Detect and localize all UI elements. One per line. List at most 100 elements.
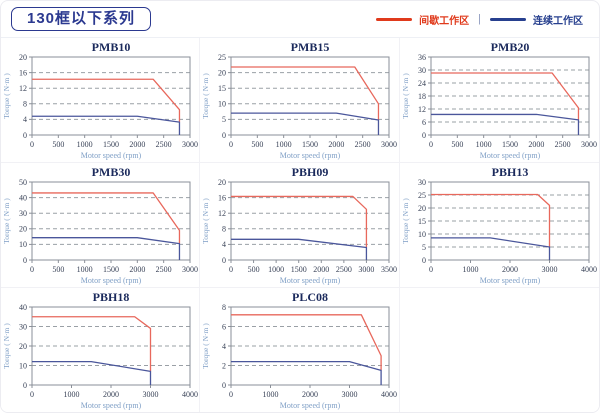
svg-text:PMB10: PMB10 [92, 40, 131, 54]
svg-text:3000: 3000 [182, 140, 198, 149]
svg-text:1000: 1000 [263, 390, 279, 399]
svg-text:2000: 2000 [502, 265, 518, 274]
svg-text:1000: 1000 [476, 140, 492, 149]
svg-text:0: 0 [23, 381, 27, 390]
svg-text:0: 0 [422, 130, 426, 139]
svg-text:Torque ( N·m ): Torque ( N·m ) [2, 197, 11, 243]
svg-text:2000: 2000 [329, 140, 345, 149]
chart-pmb30: PMB30 0 10 20 30 40 50 0 500 1000 1500 2000 2500 3000… [1, 163, 201, 288]
svg-text:Motor speed (rpm): Motor speed (rpm) [280, 401, 341, 410]
legend-separator: | [478, 13, 481, 25]
svg-text:30: 30 [418, 177, 426, 186]
svg-text:PMB20: PMB20 [491, 40, 530, 54]
svg-text:3500: 3500 [381, 265, 397, 274]
svg-text:2000: 2000 [302, 390, 318, 399]
svg-text:25: 25 [218, 52, 226, 61]
svg-text:12: 12 [418, 104, 426, 113]
svg-text:36: 36 [418, 52, 426, 61]
svg-text:1500: 1500 [103, 265, 119, 274]
svg-text:6: 6 [222, 322, 226, 331]
svg-text:PMB30: PMB30 [92, 165, 131, 179]
svg-text:3000: 3000 [359, 265, 375, 274]
svg-text:24: 24 [418, 78, 426, 87]
svg-text:4000: 4000 [381, 390, 397, 399]
svg-text:3000: 3000 [342, 390, 358, 399]
svg-text:30: 30 [19, 209, 27, 218]
svg-text:3000: 3000 [182, 265, 198, 274]
svg-text:10: 10 [19, 361, 27, 370]
svg-text:15: 15 [418, 216, 426, 225]
chart-svg-pmb10: PMB10 0 4 8 12 16 20 0 500 1000 1500 2000 2500 3000 Mo… [2, 40, 198, 160]
svg-text:8: 8 [222, 224, 226, 233]
svg-text:0: 0 [429, 265, 433, 274]
chart-svg-pbh13: PBH13 0 5 10 15 20 25 30 0 1000 2000 3000 4000 Motor … [401, 165, 597, 285]
svg-text:5: 5 [422, 242, 426, 251]
svg-text:16: 16 [19, 68, 27, 77]
svg-text:20: 20 [218, 68, 226, 77]
legend: 间歇工作区 | 连续工作区 [376, 12, 583, 27]
svg-text:12: 12 [218, 209, 226, 218]
svg-text:500: 500 [452, 140, 464, 149]
svg-text:1000: 1000 [77, 265, 93, 274]
legend-label-intermittent: 间歇工作区 [419, 15, 470, 27]
svg-text:Motor speed (rpm): Motor speed (rpm) [480, 276, 541, 285]
svg-text:PBH13: PBH13 [492, 165, 529, 179]
svg-text:2000: 2000 [103, 390, 119, 399]
svg-text:25: 25 [418, 190, 426, 199]
panel-header: 130框以下系列 间歇工作区 | 连续工作区 [1, 1, 599, 38]
chart-svg-plc08: PLC08 0 2 4 6 8 0 1000 2000 3000 4000 Motor speed (… [201, 290, 397, 410]
svg-text:0: 0 [222, 255, 226, 264]
svg-text:Torque ( N·m ): Torque ( N·m ) [2, 72, 11, 118]
svg-text:PBH18: PBH18 [93, 290, 130, 304]
svg-text:4000: 4000 [182, 390, 198, 399]
svg-text:0: 0 [30, 140, 34, 149]
svg-text:Motor speed (rpm): Motor speed (rpm) [81, 401, 142, 410]
chart-svg-pmb20: PMB20 0 6 12 18 24 30 36 0 500 1000 1500 2000 2500 300… [401, 40, 597, 160]
chart-pbh09: PBH09 0 4 8 12 16 20 0 500 1000 1500 2000 2500 3000 35… [200, 163, 400, 288]
svg-text:30: 30 [19, 322, 27, 331]
chart-pmb10: PMB10 0 4 8 12 16 20 0 500 1000 1500 2000 2500 3000 Mo… [1, 38, 201, 163]
svg-text:30: 30 [418, 65, 426, 74]
svg-text:500: 500 [252, 140, 264, 149]
svg-text:1500: 1500 [502, 140, 518, 149]
svg-text:0: 0 [23, 255, 27, 264]
series-title-badge: 130框以下系列 [11, 7, 152, 31]
svg-text:3000: 3000 [581, 140, 597, 149]
legend-item-continuous: 连续工作区 [490, 12, 583, 27]
legend-label-continuous: 连续工作区 [533, 15, 583, 27]
svg-text:PMB15: PMB15 [291, 40, 330, 54]
svg-text:3000: 3000 [381, 140, 397, 149]
svg-text:6: 6 [422, 117, 426, 126]
svg-text:2500: 2500 [336, 265, 352, 274]
svg-text:1500: 1500 [302, 140, 318, 149]
svg-text:0: 0 [222, 381, 226, 390]
svg-text:10: 10 [418, 229, 426, 238]
svg-text:16: 16 [218, 193, 226, 202]
svg-text:1000: 1000 [269, 265, 285, 274]
svg-text:0: 0 [229, 390, 233, 399]
svg-text:Motor speed (rpm): Motor speed (rpm) [280, 151, 341, 160]
svg-text:3000: 3000 [542, 265, 558, 274]
svg-text:1500: 1500 [291, 265, 307, 274]
svg-text:2000: 2000 [129, 140, 145, 149]
svg-text:PLC08: PLC08 [292, 290, 328, 304]
svg-text:8: 8 [23, 99, 27, 108]
chart-pbh13: PBH13 0 5 10 15 20 25 30 0 1000 2000 3000 4000 Motor … [399, 163, 599, 288]
svg-text:1500: 1500 [103, 140, 119, 149]
svg-text:2000: 2000 [129, 265, 145, 274]
svg-text:Torque ( N·m ): Torque ( N·m ) [201, 323, 210, 369]
svg-text:Motor speed (rpm): Motor speed (rpm) [81, 276, 142, 285]
svg-text:0: 0 [30, 265, 34, 274]
continuous-line-swatch-icon [490, 17, 526, 21]
svg-text:Motor speed (rpm): Motor speed (rpm) [81, 151, 142, 160]
chart-plc08: PLC08 0 2 4 6 8 0 1000 2000 3000 4000 Motor speed (… [200, 288, 400, 412]
svg-text:10: 10 [218, 99, 226, 108]
empty-cell [399, 288, 599, 412]
chart-pmb15: PMB15 0 5 10 15 20 25 0 500 1000 1500 2000 2500 3000 M… [200, 38, 400, 163]
svg-text:4: 4 [23, 115, 27, 124]
svg-text:Motor speed (rpm): Motor speed (rpm) [480, 151, 541, 160]
chart-svg-pbh18: PBH18 0 10 20 30 40 0 1000 2000 3000 4000 Motor spe… [2, 290, 198, 410]
svg-text:1000: 1000 [276, 140, 292, 149]
svg-text:20: 20 [19, 224, 27, 233]
svg-text:Torque ( N·m ): Torque ( N·m ) [401, 197, 410, 243]
